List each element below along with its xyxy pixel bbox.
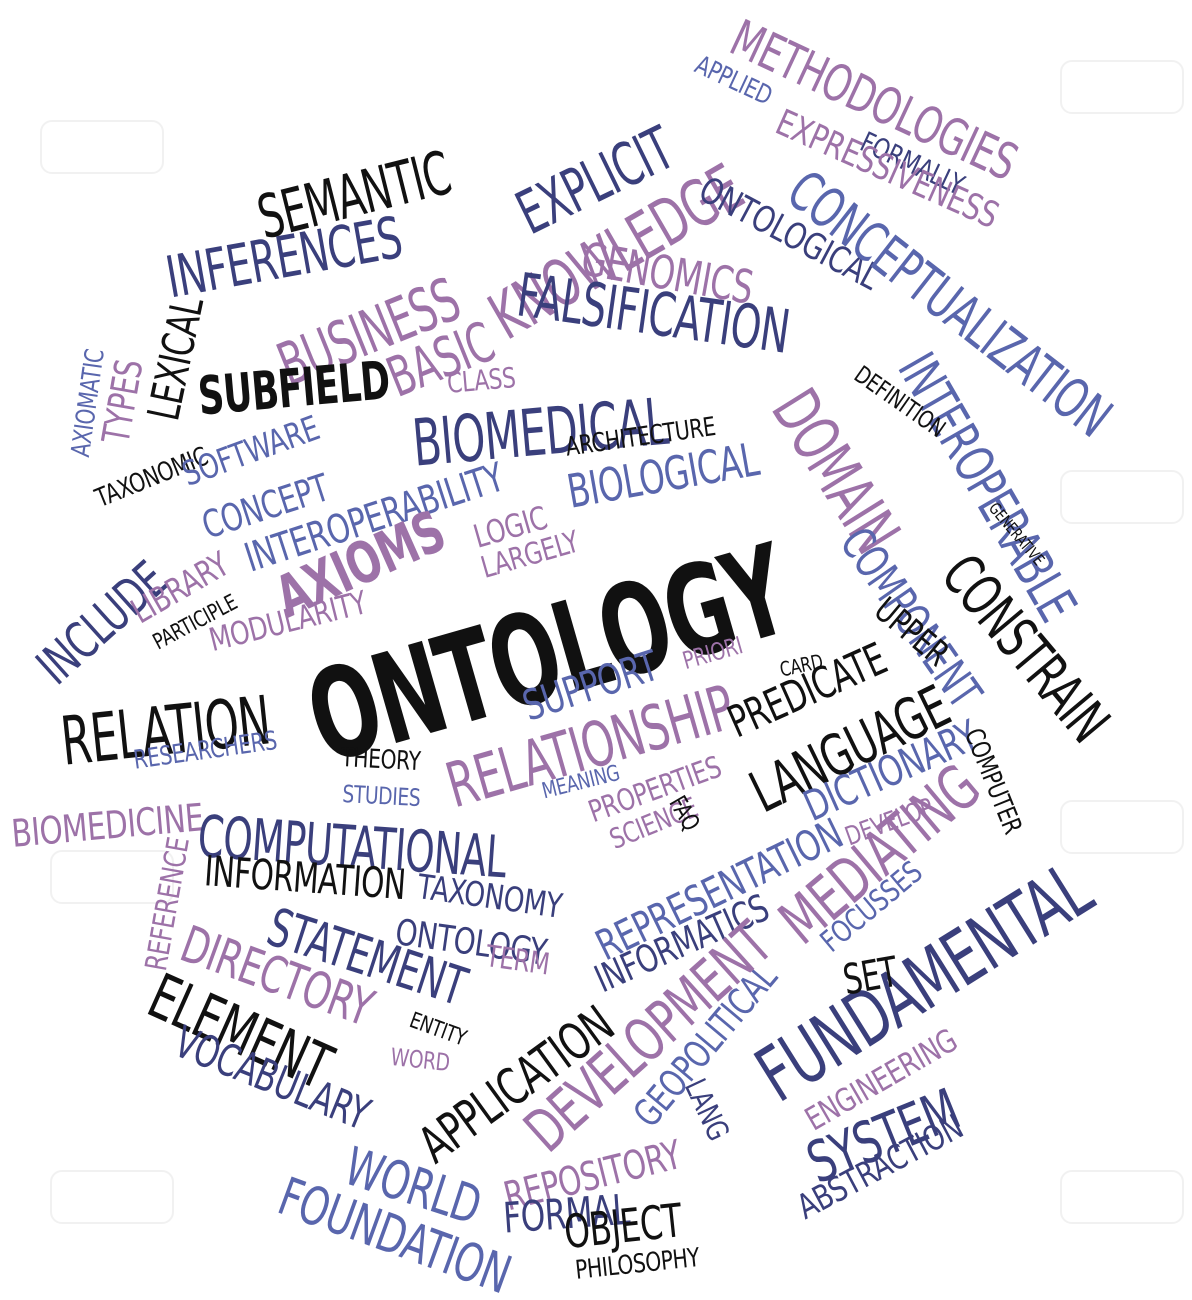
watermark-stamp [1060,60,1184,114]
cloud-word-information: INFORMATION [202,846,408,910]
watermark-stamp [1060,470,1184,524]
watermark-stamp [1060,1170,1184,1224]
watermark-stamp [40,120,164,174]
cloud-word-inferences: INFERENCES [161,204,407,312]
cloud-word-set: SET [839,947,901,1005]
watermark-stamp [50,1170,174,1224]
cloud-word-lang: LANG [676,1073,736,1146]
cloud-word-term: TERM [483,939,552,983]
cloud-word-studies: STUDIES [341,780,422,813]
cloud-word-class: CLASS [445,361,517,400]
watermark-stamp [50,850,174,904]
cloud-word-subfield: SUBFIELD [195,348,392,428]
watermark-stamp [1060,800,1184,854]
cloud-word-word: WORD [389,1043,452,1078]
cloud-word-entity: ENTITY [406,1008,470,1052]
cloud-word-theory: THEORY [340,743,422,778]
cloud-word-taxonomy: TAXONOMY [414,867,565,927]
